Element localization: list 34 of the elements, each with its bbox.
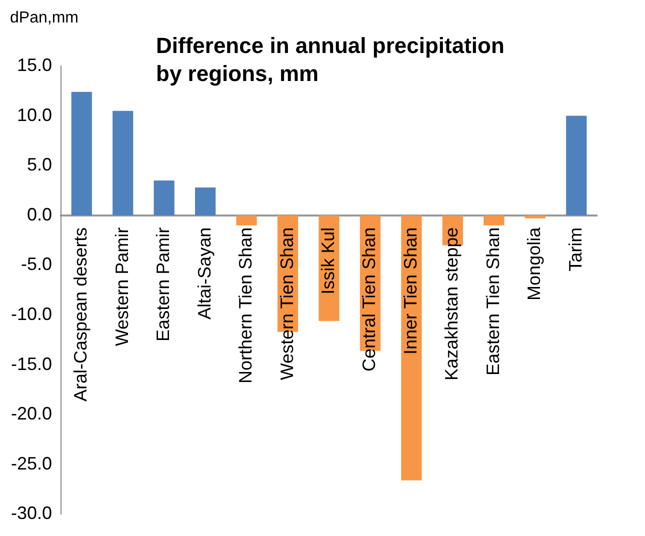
x-tick-label: Central Tien Shan (359, 227, 380, 372)
bar (71, 92, 92, 216)
y-tick-label: -10.0 (10, 304, 52, 324)
y-tick-label: 10.0 (16, 104, 52, 125)
y-tick-label: -25.0 (10, 453, 52, 474)
bar (236, 215, 257, 226)
x-tick-label: Eastern Tien Shan (482, 227, 503, 376)
y-tick-label: 5.0 (26, 154, 52, 175)
bar (566, 116, 587, 216)
x-tick-label: Mongolia (524, 226, 544, 300)
bar (401, 215, 422, 480)
x-tick-label: Inner Tien Shan (400, 227, 420, 354)
x-tick-label: Western Pamir (112, 227, 132, 346)
y-axis-title: dPan,mm (10, 9, 78, 26)
y-tick-label: -30.0 (10, 503, 52, 524)
x-tick-label: Eastern Pamir (153, 227, 174, 342)
bar (154, 180, 174, 216)
y-tick-label: 15.0 (16, 54, 52, 75)
x-tick-label: Altai-Sayan (194, 227, 214, 320)
y-tick-label: -20.0 (10, 404, 52, 424)
x-tick-label: Tarim (565, 227, 586, 272)
bar (195, 188, 216, 216)
bar (484, 215, 504, 226)
bar (524, 215, 546, 218)
y-tick-label: 0.0 (26, 204, 52, 224)
bar (112, 110, 134, 216)
y-tick-label: -5.0 (20, 254, 52, 274)
x-tick-label: Northern Tien Shan (236, 227, 256, 384)
x-tick-label: Issik Kul (318, 227, 338, 294)
x-tick-label: Western Tien Shan (276, 227, 297, 380)
chart-title: Difference in annual precipitation by regions, mm (156, 33, 504, 86)
y-tick-label: -15.0 (10, 354, 52, 374)
x-tick-label: Aral-Caspean deserts (70, 227, 91, 402)
x-tick-label: Kazakhstan steppe (442, 227, 462, 381)
